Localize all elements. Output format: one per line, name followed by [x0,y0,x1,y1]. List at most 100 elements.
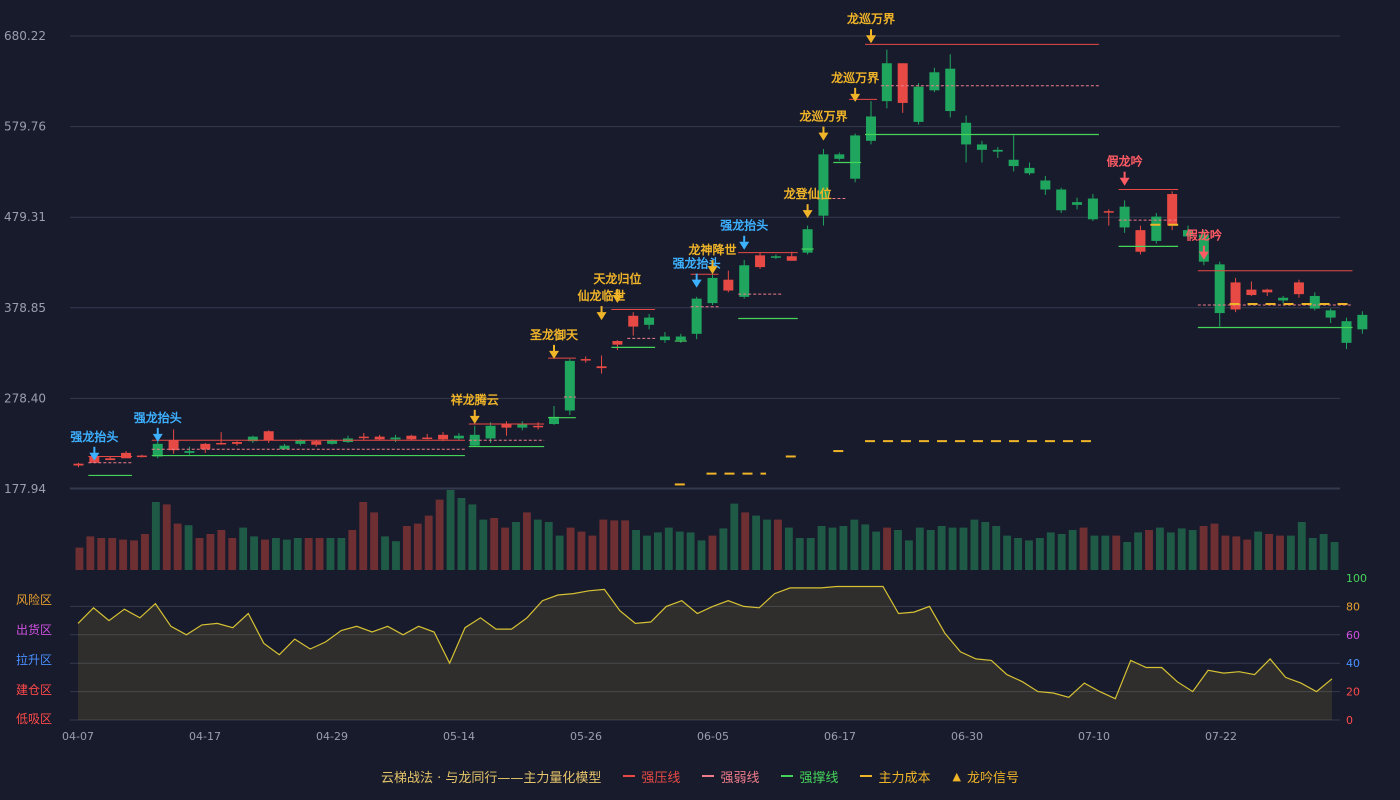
candle-body [184,451,195,453]
volume-bar [1101,535,1110,570]
volume-bar [861,524,870,570]
volume-bar [1046,532,1055,570]
volume-bar [446,490,455,570]
volume-bar [86,536,95,570]
signal-arrow-icon [549,350,559,359]
date-tick-label: 04-07 [62,730,94,743]
candle-body [1325,310,1336,318]
volume-bar [1232,536,1241,570]
candle-body [311,441,322,445]
candle-body [1087,198,1098,220]
candle-body [358,436,369,439]
volume-bar [1286,535,1295,570]
volume-bar [981,522,990,570]
volume-bar [708,535,717,570]
legend-support: 强撑线 [781,767,838,786]
volume-bar [1035,538,1044,570]
risk-scale-label: 80 [1346,600,1360,613]
volume-bar [544,522,553,570]
candle-body [913,86,924,122]
candle-body [1103,211,1114,213]
candle-body [1024,167,1035,174]
risk-zone-label: 建仓区 [16,683,52,697]
candle-body [739,265,750,297]
candle-body [374,436,385,440]
candle-body [105,458,116,461]
candle-body [136,455,147,458]
volume-bar [959,527,968,570]
candle-body [1167,194,1178,226]
volume-bar [1210,523,1219,570]
risk-scale-label: 100 [1346,572,1367,585]
volume-bar [915,527,924,570]
candle-body [517,424,528,428]
candle-body [786,256,797,261]
volume-bar [872,531,881,570]
volume-bar [795,538,804,570]
volume-bar [75,547,84,570]
volume-bar [195,538,204,570]
candle-body [1230,282,1241,310]
volume-bar [162,504,171,570]
volume-bar [926,530,935,570]
candle-body [644,317,655,325]
legend-support-swatch [781,775,794,777]
volume-bar [970,519,979,570]
volume-bar [566,527,575,570]
volume-bar [228,538,237,570]
candle-body [295,440,306,444]
risk-scale-label: 20 [1346,686,1360,699]
volume-bar [1090,535,1099,570]
volume-bar [501,527,510,570]
date-tick-label: 07-10 [1078,730,1110,743]
volume-bar [250,536,259,570]
volume-bar [1265,534,1273,570]
legend-signal-label: 龙吟信号 [966,770,1019,786]
candle-body [1309,295,1320,309]
candle-body [945,68,956,112]
volume-bar [839,526,848,570]
risk-area [78,586,1332,720]
signal-label: 假龙吟 [1107,154,1143,169]
legend-support-label: 强撑线 [799,770,839,786]
candle-body [755,255,766,268]
signal-label: 龙巡万界 [831,70,879,85]
volume-bar [1177,528,1186,570]
volume-bar [774,519,782,570]
volume-bar [1014,538,1022,570]
risk-zone-label: 低吸区 [16,712,52,726]
volume-bar [348,530,357,570]
chart-legend: 云梯战法 · 与龙同行——主力量化模型 强压线 强弱线 强撑线 主力成本 ▲ 龙… [0,764,1400,788]
candle-body [866,116,876,141]
candle-body [422,437,433,440]
volume-bar [883,527,892,570]
price-tick-label: 177.94 [4,482,46,496]
volume-bar [828,527,837,570]
volume-bar [904,540,913,570]
volume-bar [1308,538,1317,570]
risk-zone-label: 风险区 [16,592,52,607]
risk-line [77,585,1333,700]
candle-body [580,359,591,361]
date-tick-label: 06-05 [697,730,729,743]
volume-bar [392,541,400,570]
candle-body [152,443,163,457]
candle-body [834,154,845,159]
candle-body [232,442,242,444]
candle-body [453,435,464,439]
risk-scale-label: 40 [1346,657,1360,670]
signal-arrow-icon [469,415,480,424]
volume-bar [632,530,640,570]
risk-scale-label: 60 [1346,629,1360,642]
candle-body [596,366,607,369]
signal-arrow-icon [866,35,876,44]
candle-body [121,452,132,459]
signal-label: 龙巡万界 [847,11,895,26]
legend-title: 云梯战法 · 与龙同行——主力量化模型 [381,770,602,786]
volume-bar [948,527,957,570]
candle-body [1357,314,1368,330]
volume-bar [992,526,1001,570]
volume-bar [512,522,520,570]
date-tick-label: 04-17 [189,730,221,743]
signal-arrow-icon [850,93,861,102]
